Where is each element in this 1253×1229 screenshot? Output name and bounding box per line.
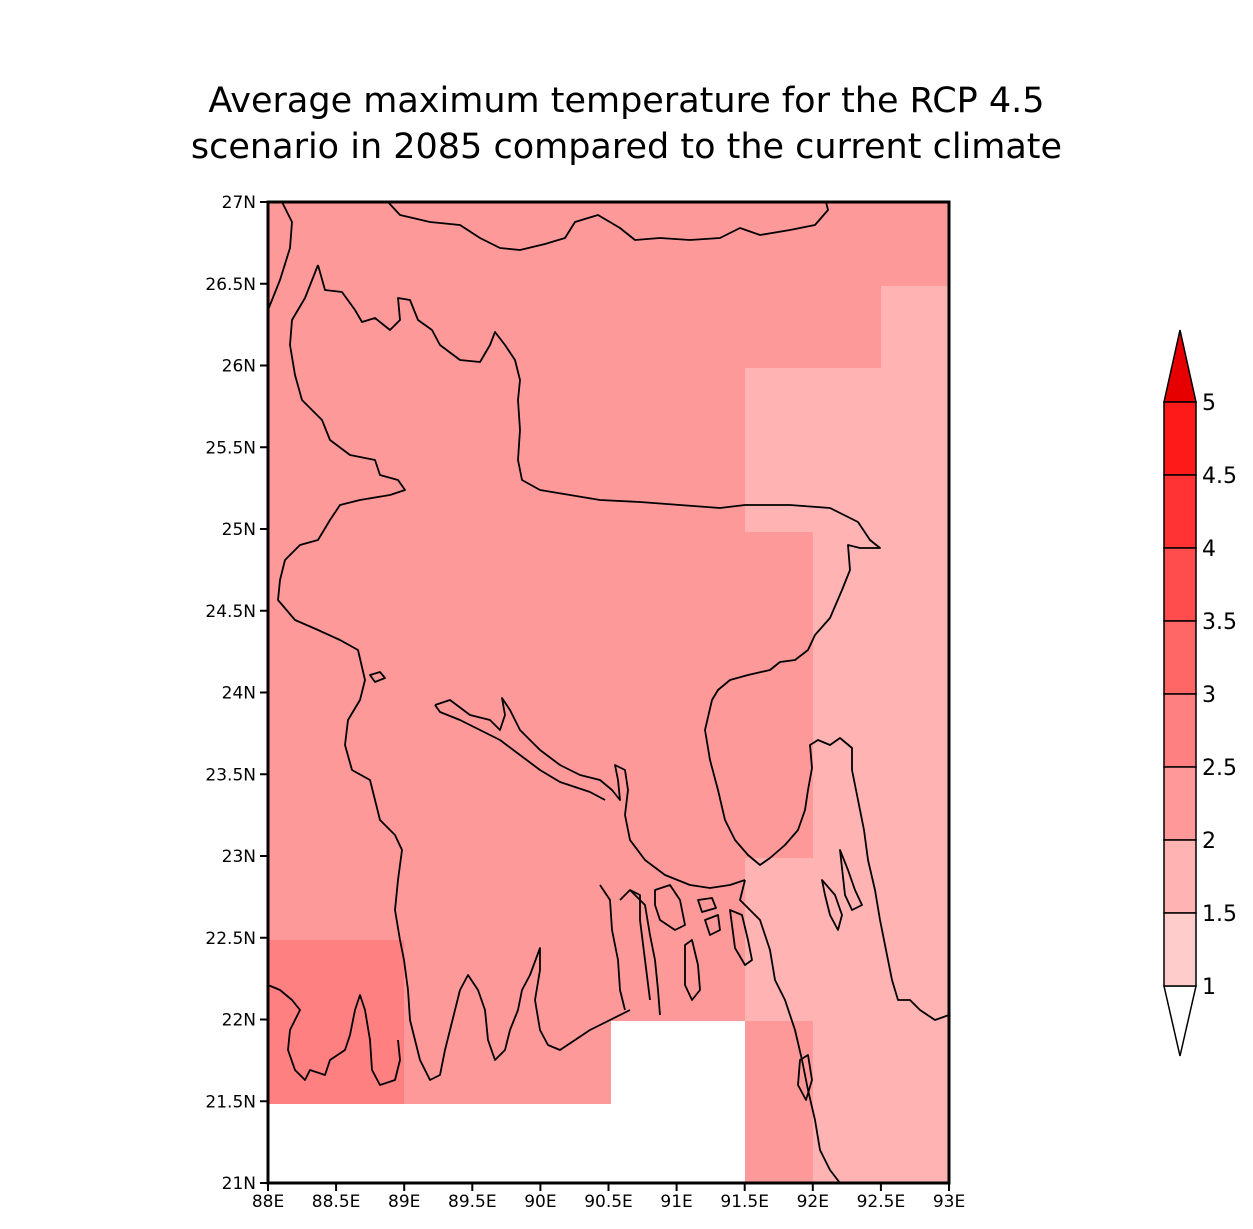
y-tick-label: 27N	[222, 193, 256, 213]
colorbar-label: 3	[1202, 683, 1216, 708]
y-tick-label: 21.5N	[205, 1092, 256, 1112]
y-tick-label: 26.5N	[205, 275, 256, 295]
y-tick-label: 24.5N	[205, 602, 256, 622]
y-tick-label: 23N	[222, 847, 256, 867]
x-tick-label: 88.5E	[312, 1192, 361, 1212]
y-tick-label: 25N	[222, 520, 256, 540]
grid-cells-missing	[268, 1021, 745, 1183]
colorbar-box	[1163, 547, 1197, 622]
grid-cells-low	[745, 286, 949, 1183]
title-line-2: scenario in 2085 compared to the current…	[190, 127, 1063, 167]
y-tick-label: 22N	[222, 1011, 256, 1031]
x-tick-label: 88E	[252, 1192, 284, 1212]
colorbar-label: 2	[1202, 829, 1216, 854]
x-tick-label: 91.5E	[720, 1192, 769, 1212]
colorbar-box	[1163, 620, 1197, 695]
y-tick-label: 24N	[222, 684, 256, 704]
colorbar-box	[1163, 839, 1197, 914]
x-tick-label: 90.5E	[584, 1192, 633, 1212]
y-tick-label: 23.5N	[205, 765, 256, 785]
colorbar-under-arrow	[1163, 985, 1197, 1057]
title-line-1: Average maximum temperature for the RCP …	[208, 81, 1045, 121]
colorbar-label: 4	[1202, 537, 1216, 562]
x-tick-label: 92E	[797, 1192, 829, 1212]
y-axis: 27N 26.5N 26N 25.5N 25N 24.5N 24N 23.5N 23N 22.5N…	[205, 193, 268, 1194]
x-tick-label: 90E	[524, 1192, 556, 1212]
grid-cells-high	[268, 940, 404, 1104]
colorbar-box	[1163, 693, 1197, 768]
colorbar-label: 2.5	[1202, 756, 1237, 781]
chart-title: Average maximum temperature for the RCP …	[0, 78, 1253, 170]
y-tick-label: 25.5N	[205, 438, 256, 458]
boundary-lines	[267, 201, 950, 1184]
colorbar: 5 4.5 4 3.5 3 2.5 2 1.5 1	[1163, 329, 1237, 1057]
x-tick-label: 93E	[933, 1192, 965, 1212]
y-tick-label: 26N	[222, 357, 256, 377]
colorbar-label: 1.5	[1202, 902, 1237, 927]
map-plot-area	[266, 200, 951, 1185]
colorbar-label: 4.5	[1202, 464, 1237, 489]
x-axis: 88E 88.5E 89E 89.5E 90E 90.5E 91E 91.5E 92E 92.5E…	[252, 1183, 965, 1212]
colorbar-label: 5	[1202, 391, 1216, 416]
x-tick-label: 89E	[388, 1192, 420, 1212]
y-tick-label: 22.5N	[205, 929, 256, 949]
x-tick-label: 89.5E	[448, 1192, 497, 1212]
colorbar-box	[1163, 474, 1197, 549]
x-tick-label: 91E	[660, 1192, 692, 1212]
colorbar-box	[1163, 912, 1197, 987]
x-tick-label: 92.5E	[857, 1192, 906, 1212]
colorbar-over-arrow	[1163, 329, 1197, 403]
colorbar-box	[1163, 766, 1197, 841]
y-tick-label: 21N	[222, 1174, 256, 1194]
colorbar-box	[1163, 401, 1197, 476]
colorbar-label: 1	[1202, 975, 1216, 1000]
colorbar-label: 3.5	[1202, 610, 1237, 635]
